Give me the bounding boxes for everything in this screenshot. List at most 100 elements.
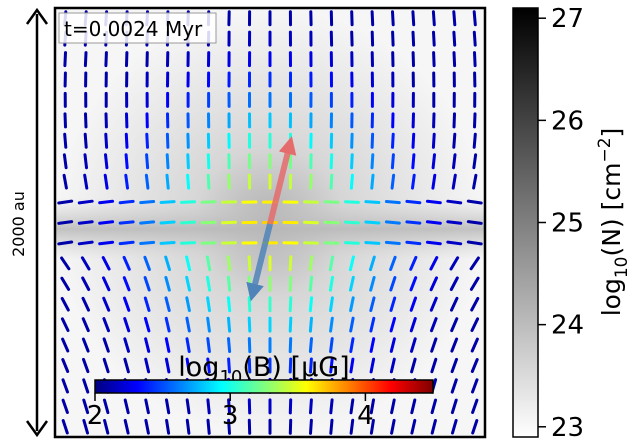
field-segment bbox=[206, 153, 211, 170]
column-colorbar-label: log10(N) [cm−2] bbox=[595, 128, 632, 317]
field-segment bbox=[452, 30, 457, 47]
field-segment bbox=[309, 357, 313, 374]
field-segment bbox=[165, 132, 170, 149]
field-segment bbox=[369, 255, 376, 272]
field-segment bbox=[81, 276, 91, 291]
field-segment bbox=[323, 220, 340, 225]
field-segment bbox=[343, 241, 360, 245]
field-segment bbox=[143, 316, 151, 333]
field-segment bbox=[364, 220, 381, 225]
field-segment bbox=[159, 200, 176, 204]
field-segment bbox=[103, 398, 110, 415]
field-segment bbox=[102, 296, 111, 312]
field-segment bbox=[349, 275, 355, 292]
field-segment bbox=[384, 240, 401, 245]
field-segment bbox=[185, 296, 191, 313]
field-segment bbox=[471, 398, 479, 414]
field-segment bbox=[200, 241, 217, 245]
field-segment bbox=[410, 418, 417, 435]
field-segment bbox=[159, 241, 176, 245]
field-segment bbox=[350, 153, 354, 170]
field-segment bbox=[389, 276, 397, 292]
field-segment bbox=[62, 153, 68, 170]
field-segment bbox=[446, 199, 463, 205]
field-segment bbox=[451, 173, 457, 190]
field-segment bbox=[101, 256, 111, 271]
field-segment bbox=[466, 220, 483, 225]
field-segment bbox=[144, 357, 151, 374]
field-segment bbox=[466, 199, 483, 205]
field-segment bbox=[472, 30, 477, 47]
column-colorbar-ticks: 23 24 25 26 27 bbox=[538, 4, 584, 439]
field-segment bbox=[349, 398, 355, 415]
field-segment bbox=[425, 199, 442, 205]
field-segment bbox=[410, 337, 417, 353]
field-segment bbox=[288, 255, 293, 272]
field-segment bbox=[471, 419, 479, 435]
field-segment bbox=[84, 112, 88, 129]
field-segment bbox=[288, 316, 293, 333]
field-segment bbox=[425, 220, 442, 225]
field-segment bbox=[145, 153, 150, 170]
field-segment bbox=[103, 173, 109, 190]
field-segment bbox=[429, 256, 439, 271]
field-segment bbox=[139, 240, 156, 245]
field-segment bbox=[432, 30, 436, 47]
field-segment bbox=[164, 296, 171, 312]
field-segment bbox=[185, 316, 191, 333]
field-segment bbox=[411, 173, 416, 190]
field-segment bbox=[411, 10, 416, 27]
field-segment bbox=[206, 398, 211, 415]
field-segment bbox=[308, 275, 314, 292]
field-segment bbox=[123, 398, 130, 415]
field-segment bbox=[343, 220, 360, 225]
column-colorbar-tick-label: 26 bbox=[551, 106, 584, 136]
field-segment bbox=[472, 10, 477, 27]
plot-frame bbox=[53, 6, 487, 439]
field-segment bbox=[185, 418, 191, 435]
field-segment bbox=[61, 398, 69, 414]
field-segment bbox=[429, 276, 438, 292]
field-segment bbox=[247, 357, 252, 374]
field-segment bbox=[60, 297, 70, 312]
field-segment bbox=[449, 256, 460, 271]
field-segment bbox=[349, 316, 355, 333]
field-segment bbox=[165, 153, 170, 170]
field-segment bbox=[329, 398, 334, 415]
field-segment bbox=[389, 316, 397, 333]
field-segment bbox=[164, 357, 171, 374]
field-segment bbox=[118, 240, 135, 246]
field-segment bbox=[432, 51, 436, 68]
field-segment bbox=[61, 358, 70, 373]
field-segment bbox=[308, 255, 314, 272]
field-segment bbox=[364, 200, 381, 204]
field-segment bbox=[288, 296, 293, 313]
field-segment bbox=[349, 337, 355, 353]
field-segment bbox=[370, 173, 375, 190]
field-segment bbox=[82, 419, 89, 435]
field-segment bbox=[472, 132, 477, 149]
field-segment bbox=[118, 220, 135, 225]
outflow-arrow-red-lobe bbox=[267, 136, 297, 225]
field-segment bbox=[288, 337, 293, 354]
field-segment bbox=[323, 200, 340, 204]
field-segment bbox=[431, 132, 436, 149]
field-segment bbox=[102, 357, 110, 374]
field-segment bbox=[452, 10, 457, 27]
field-segment bbox=[102, 337, 110, 353]
field-segment bbox=[288, 275, 293, 292]
field-segment bbox=[139, 200, 156, 205]
field-segment bbox=[369, 296, 376, 312]
field-segment bbox=[83, 153, 88, 170]
field-segment bbox=[369, 418, 375, 435]
field-colorbar-ticks: 2 3 4 bbox=[87, 393, 374, 431]
field-segment bbox=[329, 173, 334, 190]
field-segment bbox=[122, 255, 131, 271]
field-segment bbox=[165, 398, 171, 415]
field-segment bbox=[206, 173, 211, 190]
field-segment bbox=[329, 153, 334, 170]
plot-panel bbox=[55, 8, 485, 437]
field-segment bbox=[185, 357, 191, 374]
field-segment bbox=[288, 357, 293, 374]
column-colorbar-tick-label: 25 bbox=[551, 209, 584, 239]
